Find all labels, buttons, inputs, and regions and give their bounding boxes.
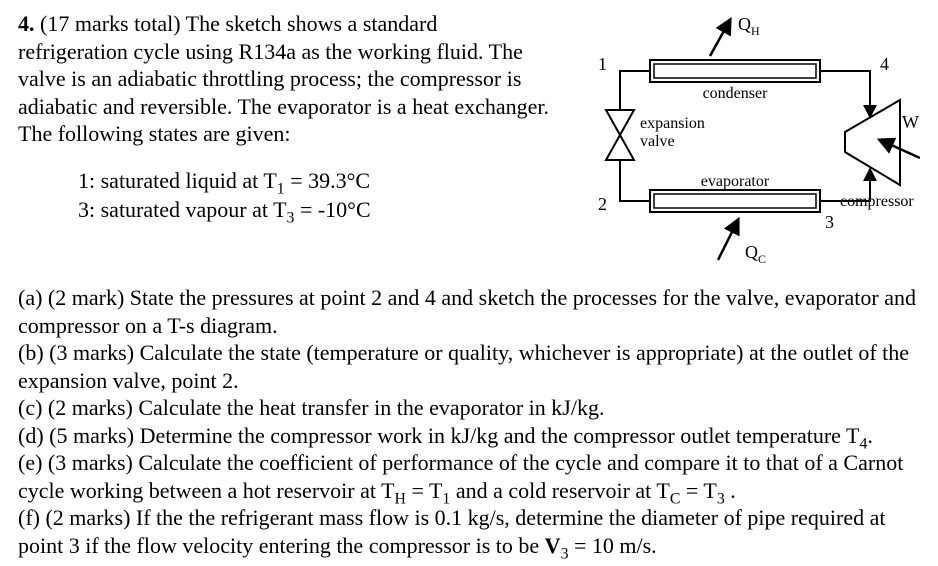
part-a: (a) (2 mark) State the pressures at poin… (18, 284, 920, 339)
part-c: (c) (2 marks) Calculate the heat transfe… (18, 394, 920, 422)
evaporator-label: evaporator (701, 173, 770, 190)
state2-suffix: = -10°C (294, 197, 370, 222)
state1-prefix: 1: saturated liquid at T (78, 168, 277, 193)
qc-label: QC (745, 242, 766, 266)
part-e-mid3: = T (680, 478, 716, 503)
state1-suffix: = 39.3°C (285, 168, 370, 193)
part-e-suffix: . (725, 478, 736, 503)
part-d-suffix: . (867, 423, 873, 448)
state-line-2: 3: saturated vapour at T3 = -10°C (78, 195, 552, 225)
pipe-4-to-compressor (820, 71, 870, 116)
w-label: W (902, 112, 919, 132)
expansion-valve-icon (606, 110, 634, 160)
qc-arrow-icon (718, 220, 738, 260)
node-4-label: 4 (880, 54, 889, 74)
part-e-mid2: and a cold reservoir at T (450, 478, 670, 503)
state2-prefix: 3: saturated vapour at T (78, 197, 287, 222)
pipe-valve-to-2 (620, 160, 650, 201)
node-2-label: 2 (598, 194, 607, 214)
qh-arrow-icon (710, 20, 730, 56)
node-1-label: 1 (598, 54, 607, 74)
part-d: (d) (5 marks) Determine the compressor w… (18, 422, 920, 450)
part-f-suffix: = 10 m/s. (568, 533, 656, 558)
condenser-inner-icon (654, 64, 816, 78)
part-e: (e) (3 marks) Calculate the coefficient … (18, 449, 920, 504)
question-number: 4. (18, 11, 35, 36)
expansion-label-2: valve (640, 133, 675, 150)
part-f: (f) (2 marks) If the the refrigerant mas… (18, 504, 920, 559)
marks-total: (17 marks total) (40, 11, 181, 36)
node-3-label: 3 (825, 212, 834, 232)
qh-label: QH (738, 14, 760, 38)
cycle-svg: condenser evaporator expansion valve com… (560, 10, 920, 270)
condenser-label: condenser (703, 85, 769, 102)
pipe-1-to-valve (620, 71, 650, 110)
compressor-icon (845, 100, 900, 185)
page-root: 4. (17 marks total) The sketch shows a s… (0, 0, 938, 566)
state-line-1: 1: saturated liquid at T1 = 39.3°C (78, 166, 552, 196)
cycle-diagram: condenser evaporator expansion valve com… (560, 10, 920, 270)
part-f-bold: V (545, 533, 561, 558)
expansion-label-1: expansion (640, 115, 705, 132)
part-d-prefix: (d) (5 marks) Determine the compressor w… (18, 423, 859, 448)
part-f-prefix: (f) (2 marks) If the the refrigerant mas… (18, 505, 885, 558)
top-row: 4. (17 marks total) The sketch shows a s… (18, 10, 920, 270)
question-parts: (a) (2 mark) State the pressures at poin… (18, 284, 920, 559)
given-states: 1: saturated liquid at T1 = 39.3°C 3: sa… (78, 166, 552, 225)
part-e-mid1: = T (406, 478, 442, 503)
evaporator-inner-icon (654, 194, 816, 208)
problem-intro: 4. (17 marks total) The sketch shows a s… (18, 10, 560, 225)
part-b: (b) (3 marks) Calculate the state (tempe… (18, 339, 920, 394)
